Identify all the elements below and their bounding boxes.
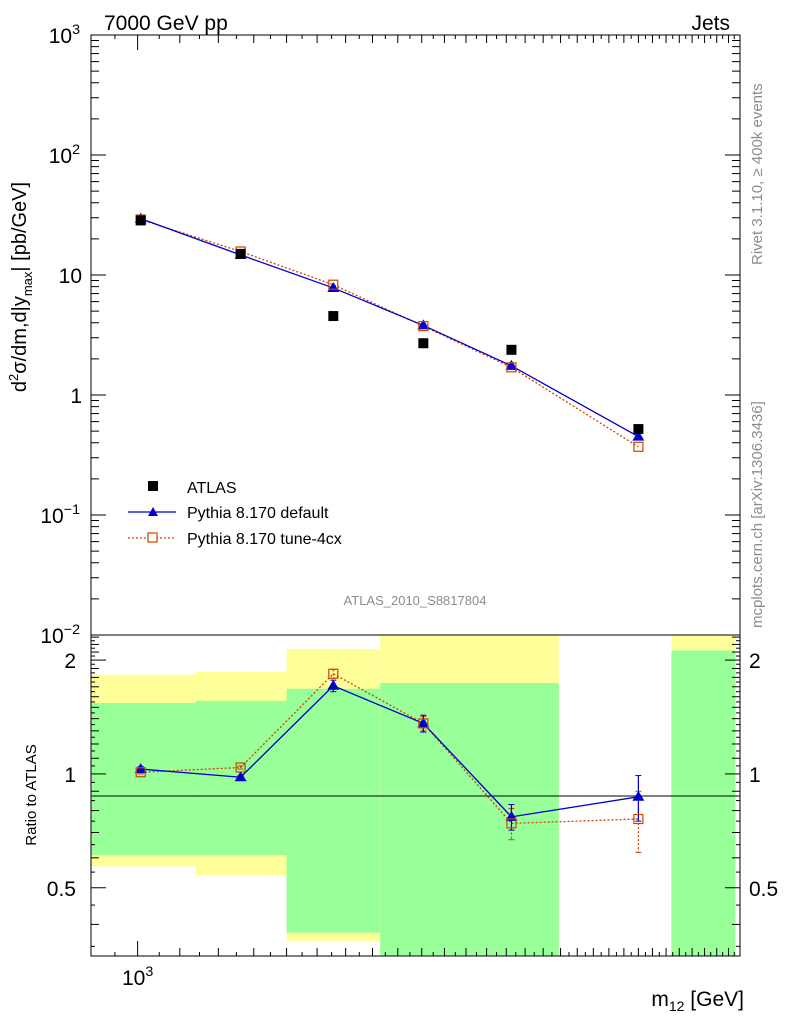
main-y-tick-label: 102 (49, 142, 80, 168)
main-tune-line (140, 218, 639, 448)
legend-atlas-label: ATLAS (187, 480, 237, 497)
ratio-marks (134, 668, 645, 853)
main-tune-point (418, 321, 429, 332)
main-tune-point (506, 362, 517, 373)
main-tune-point (633, 441, 644, 452)
ratio-frame (90, 634, 741, 957)
ratio-panel: 103 0.5 0.5 1 1 2 2 Ratio to ATLAS m12 [GeV] (23, 634, 778, 1014)
main-atlas-point (328, 311, 339, 322)
main-atlas-point (633, 424, 644, 435)
ratio-tune-line (140, 672, 639, 825)
main-default-point (505, 359, 518, 370)
legend-default-marker (148, 507, 158, 516)
main-y-tick-label: 103 (49, 22, 80, 48)
mcplots-label: mcplots.cern.ch [arXiv:1306.3436] (749, 401, 766, 628)
ratio-tune-point (506, 818, 517, 829)
ratio-y-tick-label-left: 2 (64, 650, 76, 673)
legend: ATLAS Pythia 8.170 default Pythia 8.170 … (128, 480, 342, 548)
left-title: 7000 GeV pp (104, 12, 228, 35)
ratio-default-line (140, 685, 639, 818)
ratio-default-point (632, 790, 645, 801)
main-default-line (140, 218, 639, 438)
ratio-default-point (234, 771, 247, 782)
ratio-tune-point (418, 718, 429, 729)
ratio-y-tick-label-right: 1 (749, 764, 761, 787)
rivet-version-label: Rivet 3.1.10, ≥ 400k events (749, 83, 766, 265)
legend-tune-label: Pythia 8.170 tune-4cx (187, 531, 342, 548)
ratio-y-tick-label-right: 2 (749, 650, 761, 673)
main-y-tick-label: 10 (59, 265, 82, 288)
main-default-point (417, 319, 430, 330)
main-y-tick-label: 10−1 (40, 502, 80, 528)
ratio-tune-point (633, 813, 644, 825)
x-axis-label: m12 [GeV] (651, 988, 744, 1014)
ratio-y-tick-label-left: 1 (64, 764, 76, 787)
ratio-band-inner (286, 688, 381, 933)
main-atlas-point (235, 248, 246, 259)
main-default-point (632, 430, 645, 441)
main-tune-point (328, 279, 339, 290)
right-title: Jets (691, 12, 730, 35)
ratio-default-point (417, 717, 430, 728)
ratio-y-axis-label: Ratio to ATLAS (23, 744, 40, 845)
legend-default-label: Pythia 8.170 default (187, 505, 329, 522)
ratio-tune-point (328, 668, 339, 679)
ratio-band-inner (671, 650, 736, 956)
ratio-y-tick-label-left: 0.5 (47, 878, 76, 901)
main-atlas-point (418, 338, 429, 349)
ratio-band-inner (91, 703, 196, 856)
main-y-axis-label: d2σ/dm,d|ymax| [pb/GeV] (6, 182, 35, 392)
ratio-tune-point (235, 762, 246, 773)
ratio-y-tick-label-right: 0.5 (749, 878, 778, 901)
main-y-tick-label: 1 (70, 385, 82, 408)
main-marks (134, 212, 645, 452)
analysis-label: ATLAS_2010_S8817804 (344, 593, 487, 608)
legend-tune-marker (147, 532, 158, 543)
ratio-default-point (327, 679, 340, 690)
legend-atlas-marker (148, 481, 158, 491)
main-atlas-point (506, 344, 517, 355)
main-y-tick-label: 10−2 (40, 622, 80, 648)
main-atlas-point (135, 215, 146, 226)
ratio-band-inner (380, 682, 559, 956)
ratio-ticks: 103 0.5 0.5 1 1 2 2 (47, 636, 778, 990)
ratio-tune-point (135, 767, 146, 778)
x-tick-label: 103 (122, 964, 153, 990)
